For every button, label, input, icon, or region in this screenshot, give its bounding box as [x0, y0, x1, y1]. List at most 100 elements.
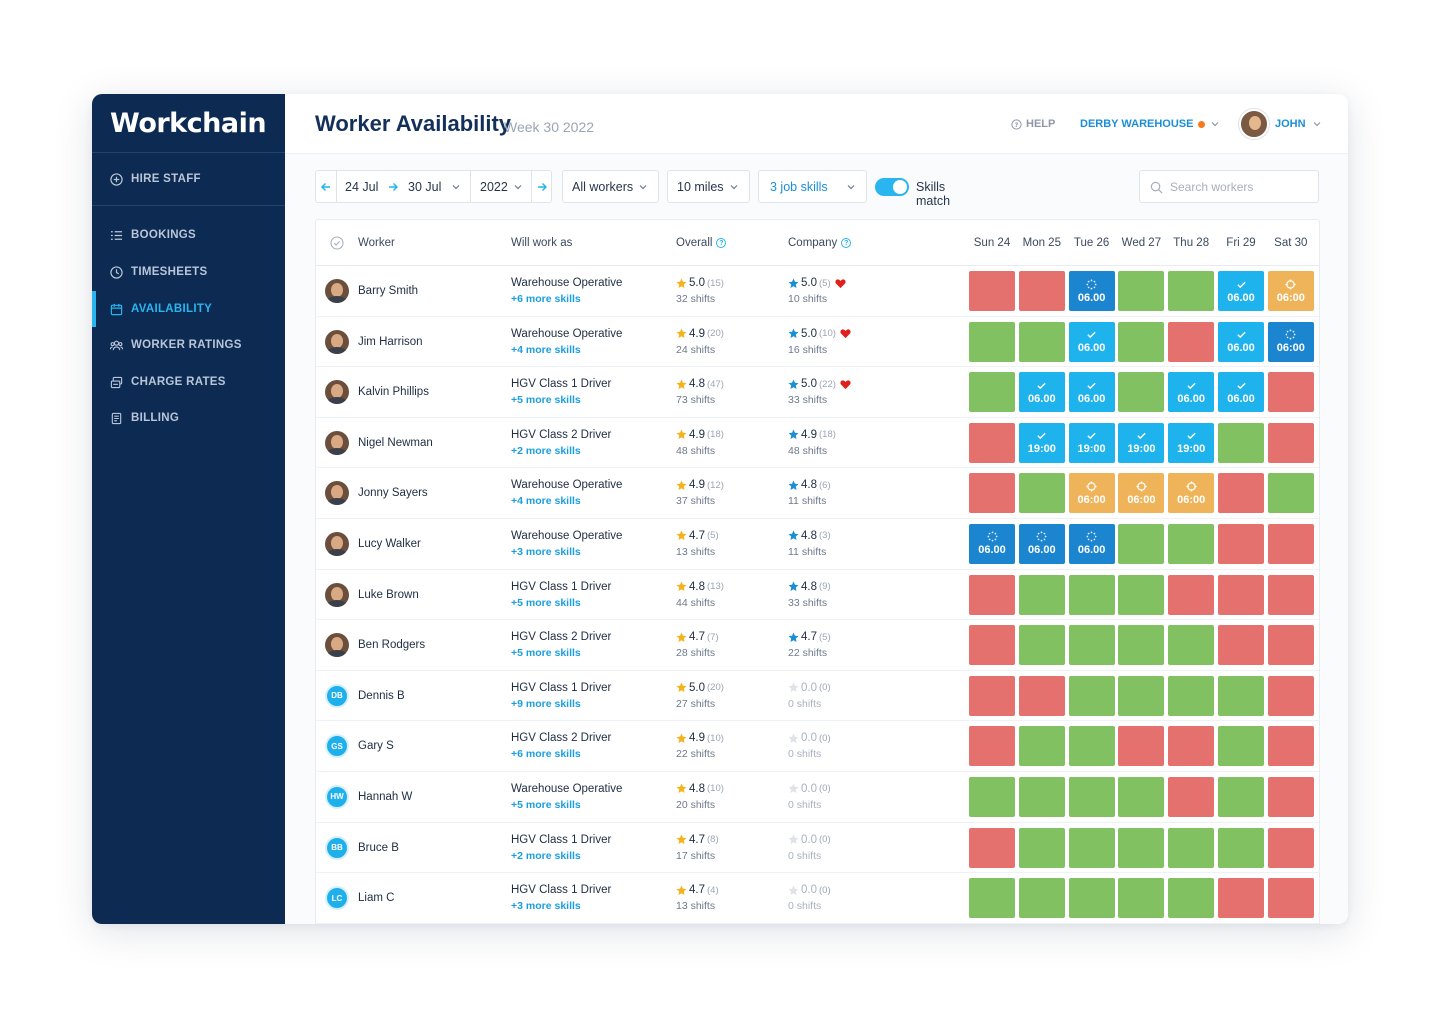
- availability-cell-booked[interactable]: 06.00: [1168, 372, 1215, 413]
- column-overall[interactable]: Overall ?: [676, 237, 727, 249]
- availability-cell-green[interactable]: [1218, 422, 1264, 463]
- availability-cell-green[interactable]: [1118, 271, 1165, 311]
- availability-cell-red[interactable]: [969, 625, 1015, 666]
- availability-cell-red[interactable]: [969, 827, 1015, 868]
- availability-cell-green[interactable]: [1218, 675, 1264, 716]
- more-skills-link[interactable]: +5 more skills: [511, 394, 581, 407]
- user-menu[interactable]: JOHN: [1239, 109, 1322, 139]
- sidebar-item-bookings[interactable]: BOOKINGS: [92, 217, 285, 253]
- table-row[interactable]: DB Dennis B HGV Class 1 Driver +9 more skil…: [316, 671, 1319, 722]
- availability-cell-green[interactable]: [969, 372, 1015, 413]
- availability-cell-green[interactable]: [1068, 827, 1115, 868]
- more-skills-link[interactable]: +6 more skills: [511, 748, 581, 761]
- more-skills-link[interactable]: +3 more skills: [511, 545, 581, 558]
- availability-cell-red[interactable]: [969, 422, 1015, 463]
- more-skills-link[interactable]: +6 more skills: [511, 293, 581, 305]
- date-from[interactable]: 24 Jul: [345, 180, 379, 194]
- availability-cell-green[interactable]: [1018, 574, 1065, 615]
- worker-name[interactable]: Liam C: [358, 892, 395, 905]
- worker-name[interactable]: Nigel Newman: [358, 436, 433, 449]
- more-skills-link[interactable]: +3 more skills: [511, 900, 581, 913]
- availability-cell-red[interactable]: [1218, 878, 1264, 919]
- table-row[interactable]: Jonny Sayers Warehouse Operative +4 more s…: [316, 468, 1319, 519]
- availability-cell-booked[interactable]: 06.00: [1068, 372, 1115, 413]
- availability-cell-red[interactable]: [969, 473, 1015, 514]
- availability-cell-green[interactable]: [1118, 625, 1165, 666]
- availability-cell-pending[interactable]: 06.00: [969, 523, 1015, 564]
- worker-name[interactable]: Luke Brown: [358, 588, 419, 601]
- availability-cell-red[interactable]: [1267, 372, 1314, 413]
- table-row[interactable]: LC Liam C HGV Class 1 Driver +3 more skills…: [316, 873, 1319, 924]
- skills-match-toggle[interactable]: [875, 178, 909, 196]
- more-skills-link[interactable]: +9 more skills: [511, 697, 581, 710]
- availability-cell-green[interactable]: [1118, 574, 1165, 615]
- sidebar-item-worker-ratings[interactable]: WORKER RATINGS: [92, 327, 285, 363]
- availability-cell-booked[interactable]: 19:00: [1168, 422, 1215, 463]
- availability-cell-green[interactable]: [1168, 878, 1215, 919]
- sidebar-item-availability[interactable]: AVAILABILITY: [92, 291, 285, 327]
- availability-cell-red[interactable]: [969, 574, 1015, 615]
- availability-cell-red[interactable]: [1218, 523, 1264, 564]
- sidebar-item-timesheets[interactable]: TIMESHEETS: [92, 254, 285, 290]
- availability-cell-green[interactable]: [1118, 321, 1165, 362]
- availability-cell-booked[interactable]: 06.00: [1068, 321, 1115, 362]
- availability-cell-booked[interactable]: 06.00: [1018, 372, 1065, 413]
- availability-cell-red[interactable]: [1218, 473, 1264, 514]
- skills-select[interactable]: 3 job skills: [758, 170, 867, 203]
- more-skills-link[interactable]: +4 more skills: [511, 343, 581, 356]
- table-row[interactable]: BB Bruce B HGV Class 1 Driver +2 more skill…: [316, 823, 1319, 874]
- availability-cell-red[interactable]: [1118, 726, 1165, 767]
- availability-cell-green[interactable]: [1018, 827, 1065, 868]
- availability-cell-green[interactable]: [1018, 878, 1065, 919]
- worker-name[interactable]: Hannah W: [358, 790, 413, 803]
- availability-cell-red[interactable]: [1267, 675, 1314, 716]
- worker-name[interactable]: Dennis B: [358, 689, 405, 702]
- info-icon[interactable]: ?: [841, 238, 852, 248]
- worker-name[interactable]: Bruce B: [358, 841, 399, 854]
- year-select[interactable]: 2022: [480, 180, 508, 194]
- logo[interactable]: Workchain: [110, 108, 267, 139]
- more-skills-link[interactable]: +2 more skills: [511, 444, 581, 457]
- availability-cell-green[interactable]: [1118, 776, 1165, 817]
- availability-cell-green[interactable]: [1218, 827, 1264, 868]
- more-skills-link[interactable]: +2 more skills: [511, 849, 581, 862]
- availability-cell-green[interactable]: [1068, 726, 1115, 767]
- availability-cell-green[interactable]: [1118, 372, 1165, 413]
- availability-cell-booked[interactable]: 06.00: [1218, 321, 1264, 362]
- availability-cell-red[interactable]: [1018, 675, 1065, 716]
- availability-cell-green[interactable]: [1168, 827, 1215, 868]
- availability-cell-green[interactable]: [969, 878, 1015, 919]
- availability-cell-green[interactable]: [1168, 625, 1215, 666]
- more-skills-link[interactable]: +5 more skills: [511, 798, 581, 811]
- availability-cell-red[interactable]: [969, 271, 1015, 311]
- availability-cell-green[interactable]: [1018, 625, 1065, 666]
- availability-cell-red[interactable]: [1168, 574, 1215, 615]
- availability-cell-red[interactable]: [1168, 776, 1215, 817]
- availability-cell-red[interactable]: [1267, 878, 1314, 919]
- availability-cell-pending[interactable]: 06.00: [1068, 523, 1115, 564]
- worker-name[interactable]: Jonny Sayers: [358, 487, 428, 500]
- availability-cell-red[interactable]: [1018, 271, 1065, 311]
- availability-cell-booked[interactable]: 06.00: [1218, 271, 1264, 311]
- availability-cell-red[interactable]: [1168, 726, 1215, 767]
- arrow-right-icon[interactable]: [536, 181, 548, 193]
- workers-select[interactable]: All workers: [562, 170, 659, 203]
- worker-name[interactable]: Barry Smith: [358, 285, 419, 297]
- more-skills-link[interactable]: +5 more skills: [511, 596, 581, 609]
- table-row[interactable]: Barry Smith Warehouse Operative +6 more sk…: [316, 266, 1319, 317]
- availability-cell-booked[interactable]: 06.00: [1218, 372, 1264, 413]
- sidebar-item-charge-rates[interactable]: CHARGE RATES: [92, 364, 285, 400]
- availability-cell-red[interactable]: [1267, 827, 1314, 868]
- availability-cell-green[interactable]: [1118, 878, 1165, 919]
- availability-cell-pending[interactable]: 06:00: [1267, 321, 1314, 362]
- availability-cell-red[interactable]: [1218, 574, 1264, 615]
- availability-cell-green[interactable]: [1068, 776, 1115, 817]
- worker-name[interactable]: Kalvin Phillips: [358, 386, 429, 399]
- availability-cell-offered[interactable]: 06:00: [1118, 473, 1165, 514]
- availability-cell-red[interactable]: [1267, 776, 1314, 817]
- availability-cell-green[interactable]: [1168, 523, 1215, 564]
- table-row[interactable]: GS Gary S HGV Class 2 Driver +6 more skills…: [316, 721, 1319, 772]
- availability-cell-red[interactable]: [1168, 321, 1215, 362]
- more-skills-link[interactable]: +5 more skills: [511, 647, 581, 660]
- table-row[interactable]: HW Hannah W Warehouse Operative +5 more ski…: [316, 772, 1319, 823]
